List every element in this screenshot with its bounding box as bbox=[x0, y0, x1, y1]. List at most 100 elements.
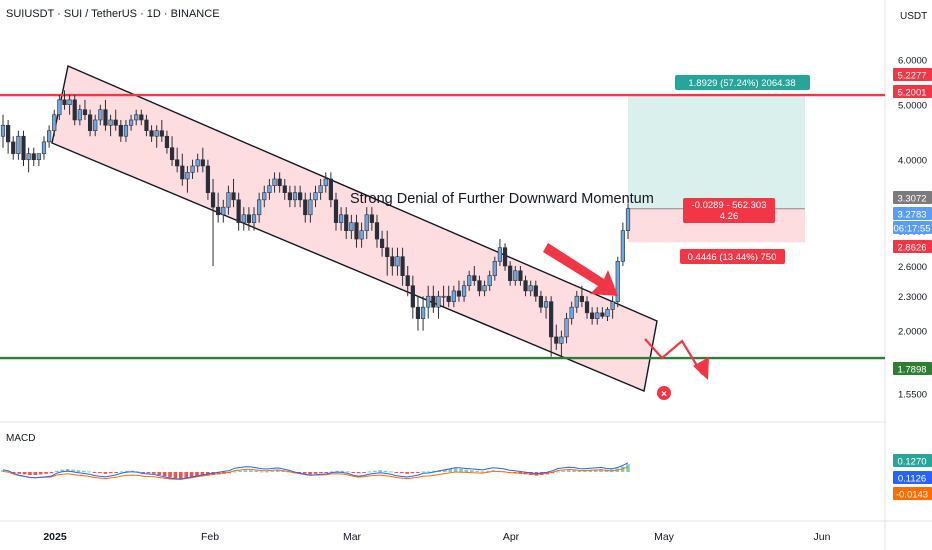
macd-value-bg bbox=[893, 471, 932, 484]
invalidation-icon bbox=[657, 386, 671, 400]
macd-histogram-bar bbox=[394, 472, 399, 473]
macd-histogram-bar bbox=[556, 471, 560, 473]
price-label: 3.3072 bbox=[897, 194, 926, 205]
candle-body bbox=[610, 301, 615, 310]
candle-body bbox=[77, 109, 82, 121]
macd-histogram-bar bbox=[346, 471, 350, 473]
candle-body bbox=[128, 119, 134, 126]
candle-body bbox=[26, 153, 31, 161]
candle-body bbox=[52, 114, 57, 131]
candle-body bbox=[298, 192, 303, 201]
candle-body bbox=[139, 114, 144, 121]
candle-body bbox=[359, 230, 364, 240]
candle-body bbox=[31, 153, 36, 161]
macd-value: -0.0143 bbox=[896, 490, 928, 501]
candle-body bbox=[328, 178, 333, 201]
candle-body bbox=[98, 109, 103, 121]
macd-histogram-bar bbox=[254, 470, 259, 472]
candle-body bbox=[190, 165, 195, 173]
macd-histogram-bar bbox=[17, 472, 21, 474]
candle-body bbox=[195, 159, 200, 167]
candle-body bbox=[164, 135, 170, 149]
macd-histogram-bar bbox=[421, 471, 426, 473]
y-tick-label: 2.0000 bbox=[898, 327, 927, 338]
candle-body bbox=[282, 185, 287, 193]
x-tick-label: Jun bbox=[814, 531, 831, 543]
candle-body bbox=[287, 192, 292, 201]
candle-body bbox=[134, 114, 139, 121]
price-label-bg bbox=[893, 207, 932, 220]
macd-histogram-bar bbox=[146, 472, 151, 474]
candle-body bbox=[62, 99, 67, 106]
candle-body bbox=[436, 295, 441, 308]
macd-histogram-bar bbox=[33, 472, 38, 475]
candle-body bbox=[502, 247, 508, 267]
symbol-title[interactable]: SUIUSDT · SUI / TetherUS · 1D · BINANCE bbox=[6, 8, 220, 20]
candle-body bbox=[431, 295, 436, 308]
macd-histogram-bar bbox=[119, 471, 124, 473]
macd-histogram-bar bbox=[389, 471, 393, 473]
candle-body bbox=[87, 114, 93, 131]
candle-body bbox=[446, 295, 451, 302]
candle-body bbox=[385, 247, 390, 257]
macd-histogram-bar bbox=[464, 469, 469, 472]
candle-body bbox=[528, 285, 533, 292]
macd-histogram-bar bbox=[76, 470, 81, 472]
macd-histogram-bar bbox=[92, 472, 97, 473]
candle-body bbox=[456, 290, 462, 297]
candle-body bbox=[118, 124, 123, 137]
projection-arrow-head bbox=[693, 357, 709, 380]
macd-histogram-bar bbox=[232, 471, 237, 473]
macd-histogram-bar bbox=[561, 470, 566, 472]
candle-body bbox=[508, 265, 513, 281]
candle-body bbox=[277, 178, 282, 187]
candle-body bbox=[313, 192, 318, 201]
macd-label: MACD bbox=[6, 433, 36, 444]
macd-histogram-bar bbox=[38, 472, 43, 475]
candle-body bbox=[600, 312, 605, 317]
price-label: 5.2001 bbox=[897, 88, 926, 99]
candle-body bbox=[6, 124, 11, 143]
macd-histogram-bar bbox=[399, 472, 404, 474]
macd-histogram-bar bbox=[475, 470, 479, 472]
macd-histogram-bar bbox=[1, 470, 5, 472]
macd-histogram-bar bbox=[577, 470, 582, 472]
macd-histogram-bar bbox=[44, 472, 48, 474]
mid-label-line1: -0.0289 - 562.303 bbox=[691, 200, 766, 211]
candle-body bbox=[303, 199, 308, 216]
candle-body bbox=[400, 256, 405, 276]
price-label-bg bbox=[893, 85, 932, 98]
candle-body bbox=[21, 135, 26, 161]
candle-body bbox=[605, 309, 610, 317]
macd-histogram-bar bbox=[426, 471, 431, 473]
candle-body bbox=[497, 247, 503, 262]
macd-histogram-bar bbox=[453, 468, 458, 472]
candle-body bbox=[410, 285, 415, 308]
candle-body bbox=[344, 214, 349, 231]
macd-histogram-bar bbox=[378, 470, 382, 472]
x-tick-label: Mar bbox=[343, 531, 362, 543]
macd-histogram-bar bbox=[249, 470, 253, 472]
candle-body bbox=[487, 275, 492, 287]
price-label-bg bbox=[893, 221, 932, 234]
macd-histogram-bar bbox=[335, 470, 339, 472]
macd-histogram-bar bbox=[324, 472, 329, 473]
x-tick-label: 2025 bbox=[43, 531, 67, 543]
macd-histogram-bar bbox=[114, 472, 118, 473]
candle-body bbox=[226, 192, 231, 208]
macd-histogram-bar bbox=[432, 470, 436, 472]
macd-histogram-bar bbox=[566, 470, 571, 472]
candle-body bbox=[200, 159, 205, 167]
currency-label: USDT bbox=[900, 11, 928, 22]
price-label-bg bbox=[893, 191, 932, 204]
candle-body bbox=[82, 109, 88, 116]
macd-histogram-bar bbox=[443, 469, 447, 472]
macd-histogram-bar bbox=[308, 472, 312, 475]
candle-body bbox=[395, 256, 400, 267]
macd-histogram-bar bbox=[98, 472, 102, 474]
profit-zone bbox=[628, 95, 805, 209]
macd-value-bg bbox=[893, 454, 932, 467]
macd-histogram-bar bbox=[195, 472, 199, 477]
candle-body bbox=[41, 141, 47, 154]
